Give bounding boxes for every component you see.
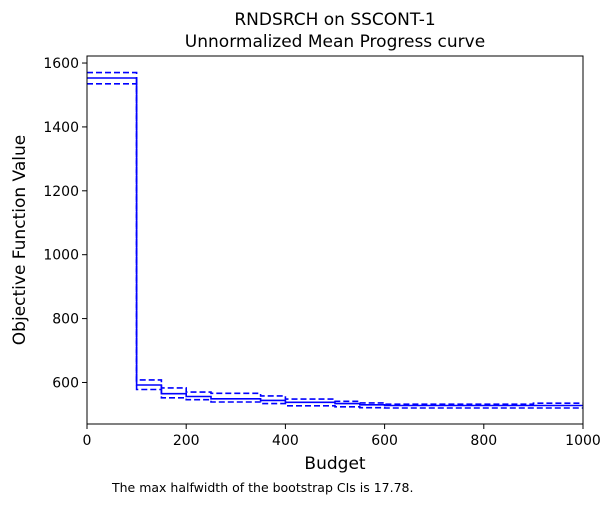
y-tick-label: 1600 <box>43 56 79 72</box>
x-tick-label: 1000 <box>565 433 601 449</box>
y-tick-label: 600 <box>52 375 79 391</box>
y-tick-label: 1400 <box>43 120 79 136</box>
y-tick-label: 800 <box>52 312 79 328</box>
y-axis: 600 800 1000 1200 1400 1600 <box>43 56 87 391</box>
y-axis-label: Objective Function Value <box>10 135 30 345</box>
series-line-ci-upper <box>87 71 583 406</box>
y-tick-label: 1200 <box>43 184 79 200</box>
ci-halfwidth-note: The max halfwidth of the bootstrap CIs i… <box>112 480 414 495</box>
x-axis-label: Budget <box>304 454 365 474</box>
chart-subtitle: Unnormalized Mean Progress curve <box>185 32 485 52</box>
x-tick-label: 600 <box>371 433 398 449</box>
x-tick-label: 200 <box>173 433 200 449</box>
series-line-mean <box>87 77 583 407</box>
x-tick-label: 0 <box>83 433 92 449</box>
series-line-ci-lower <box>87 83 583 409</box>
x-tick-label: 800 <box>470 433 497 449</box>
series-layer <box>87 71 583 409</box>
x-axis: 0 200 400 600 800 1000 <box>83 424 601 449</box>
chart-title: RNDSRCH on SSCONT-1 <box>234 10 435 30</box>
plot-area-frame <box>86 55 584 425</box>
y-tick-label: 1000 <box>43 248 79 264</box>
x-tick-label: 400 <box>272 433 299 449</box>
